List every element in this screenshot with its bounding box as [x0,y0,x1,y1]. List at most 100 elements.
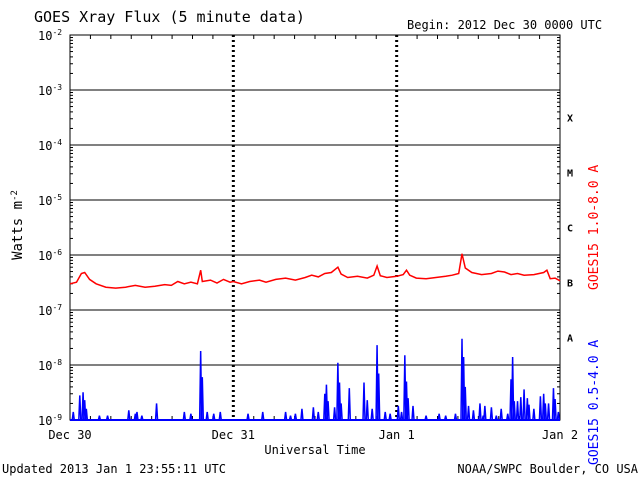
series-spike-short-wavelength [293,413,298,421]
series-spike-short-wavelength [140,415,144,421]
series-layer [69,253,561,421]
series-spike-short-wavelength [246,413,250,421]
series-spike-short-wavelength [182,411,187,421]
series-spike-short-wavelength [519,397,523,421]
y-axis-label-main: Watts m [10,201,26,260]
series-spike-short-wavelength [376,373,381,421]
series-spike-short-wavelength [411,405,415,421]
series-spike-short-wavelength [443,415,448,421]
series-spike-short-wavelength [483,405,487,421]
ylabel-group: Watts m-2 [10,190,26,260]
series-spike-short-wavelength [437,413,441,421]
x-tick-label: Dec 31 [212,428,255,442]
series-spike-short-wavelength [71,411,76,421]
series-line-long-wavelength [69,253,561,289]
series-spike-short-wavelength [453,413,458,421]
series-spike-short-wavelength [154,403,159,421]
series-spike-short-wavelength [332,407,337,421]
series-spike-short-wavelength [406,398,410,421]
begin-label: Begin: 2012 Dec 30 0000 UTC [407,18,602,32]
flare-class-label: M [567,169,573,180]
series-spike-short-wavelength [543,403,548,421]
y-tick-label-exponent: -7 [52,303,62,312]
y-tick-label: 10-8 [38,358,62,373]
y-tick-label-exponent: -6 [52,248,62,257]
series-spike-short-wavelength [383,411,387,421]
grid-layer [70,35,560,420]
x-tick-label: Dec 30 [48,428,91,442]
series-spike-short-wavelength [512,401,517,421]
y-tick-label: 10-5 [38,193,62,208]
series-spike-short-wavelength [260,411,265,421]
y-tick-label-exponent: -5 [52,193,62,202]
x-axis-label: Universal Time [264,443,365,457]
flare-class-label: B [567,279,573,290]
series-spike-short-wavelength [399,411,404,421]
y-tick-label: 10-9 [38,413,62,428]
series-spike-short-wavelength [211,413,216,421]
y-tick-labels: 10-2 10-3 10-4 10-5 10-6 10-7 10-8 10-9 [38,28,62,428]
series-spike-short-wavelength [365,400,370,421]
series-spike-short-wavelength [463,386,468,421]
y-tick-label: 10-4 [38,138,62,153]
x-tick-label: Jan 2 [542,428,578,442]
series-spike-short-wavelength [362,382,366,421]
series-spike-short-wavelength [288,415,293,421]
footer-source: NOAA/SWPC Boulder, CO USA [457,462,638,476]
y-tick-label: 10-7 [38,303,62,318]
series-spike-short-wavelength [489,407,494,421]
series-spike-short-wavelength [316,411,321,421]
series-spike-short-wavelength [527,404,531,421]
y-tick-label: 10-3 [38,83,62,98]
plot-area: X M C B A [69,34,573,421]
series-spike-short-wavelength [505,413,510,421]
series-spike-short-wavelength [553,399,557,421]
legend-series-long: GOES15 1.0-8.0 A [587,165,602,290]
series-spike-short-wavelength [339,403,343,421]
series-spike-short-wavelength [283,411,288,421]
series-spike-short-wavelength [78,395,82,421]
chart-title: GOES Xray Flux (5 minute data) [34,8,305,26]
legend-red-group: GOES15 1.0-8.0 A [587,165,602,290]
flare-class-label: A [567,334,573,345]
x-tick-labels: Dec 30 Dec 31 Jan 1 Jan 2 [48,428,578,442]
series-spike-short-wavelength [97,415,102,421]
y-tick-label: 10-2 [38,28,62,43]
y-tick-label-exponent: -8 [52,358,62,367]
series-spike-short-wavelength [300,408,304,421]
series-spike-short-wavelength [326,401,330,421]
series-spike-short-wavelength [546,403,551,421]
series-spike-short-wavelength [424,415,428,421]
y-tick-label-exponent: -2 [52,28,62,37]
series-spike-short-wavelength [538,396,543,421]
series-spike-short-wavelength [499,408,503,421]
y-axis-label-sup: -2 [10,190,20,201]
series-spike-short-wavelength [200,377,205,421]
series-spike-short-wavelength [396,405,401,421]
series-spike-short-wavelength [218,411,223,421]
y-tick-label: 10-6 [38,248,62,263]
series-spike-short-wavelength [556,411,561,421]
flare-class-label: C [567,224,573,235]
series-spike-short-wavelength [471,410,476,421]
y-tick-label-exponent: -4 [52,138,62,147]
legend-series-short: GOES15 0.5-4.0 A [587,340,602,465]
series-spike-short-wavelength [135,411,139,421]
series-spike-short-wavelength [347,388,352,421]
series-spike-short-wavelength [189,413,193,421]
y-axis-label: Watts m-2 [10,190,26,260]
x-tick-label: Jan 1 [379,428,415,442]
series-spike-short-wavelength [478,403,482,421]
series-spike-short-wavelength [494,415,499,421]
series-spike-short-wavelength [205,411,209,421]
series-spike-short-wavelength [388,413,392,421]
flare-class-label: X [567,114,573,125]
legend-blue-group: GOES15 0.5-4.0 A [587,340,602,465]
plot-frame [69,34,561,421]
y-tick-label-exponent: -9 [52,413,62,422]
series-spike-short-wavelength [515,401,520,421]
series-spike-short-wavelength [84,408,89,421]
series-spike-short-wavelength [532,408,536,421]
series-spike-short-wavelength [510,356,515,421]
